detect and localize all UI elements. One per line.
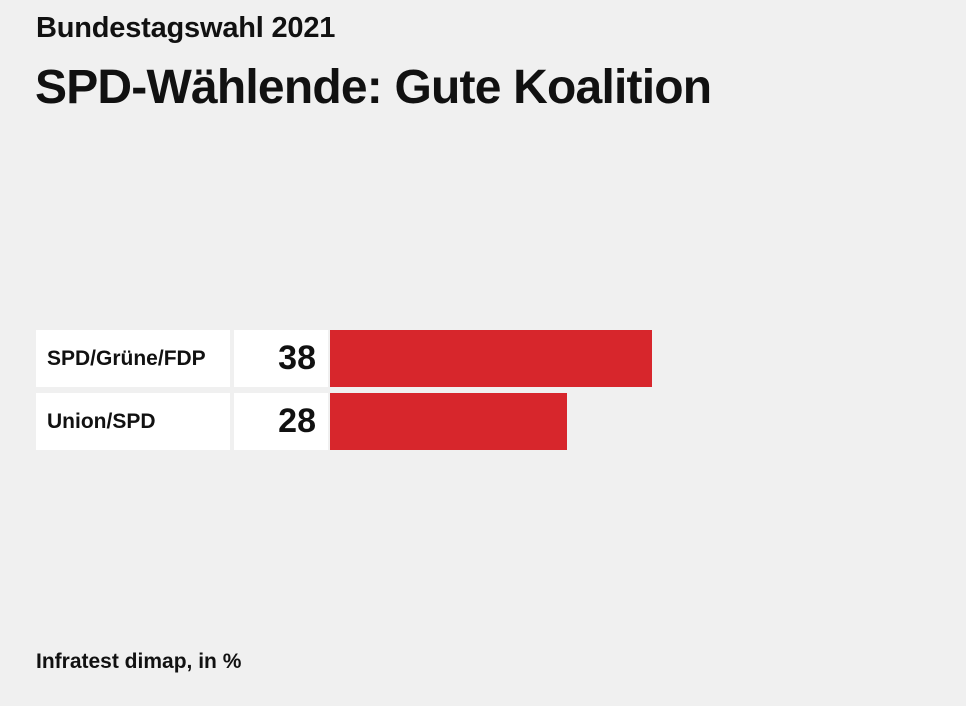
data-label: 38	[234, 330, 328, 387]
category-label: SPD/Grüne/FDP	[36, 330, 230, 387]
bar-chart: SPD/Grüne/FDP 38 Union/SPD 28	[36, 330, 936, 450]
chart-title: SPD-Wählende: Gute Koalition	[35, 61, 712, 114]
source-note: Infratest dimap, in %	[36, 650, 242, 673]
bar	[330, 330, 652, 387]
data-label: 28	[234, 393, 328, 450]
bar-row: Union/SPD 28	[36, 393, 936, 450]
bar	[330, 393, 567, 450]
chart-kicker: Bundestagswahl 2021	[36, 12, 336, 44]
category-label: Union/SPD	[36, 393, 230, 450]
bar-row: SPD/Grüne/FDP 38	[36, 330, 936, 387]
